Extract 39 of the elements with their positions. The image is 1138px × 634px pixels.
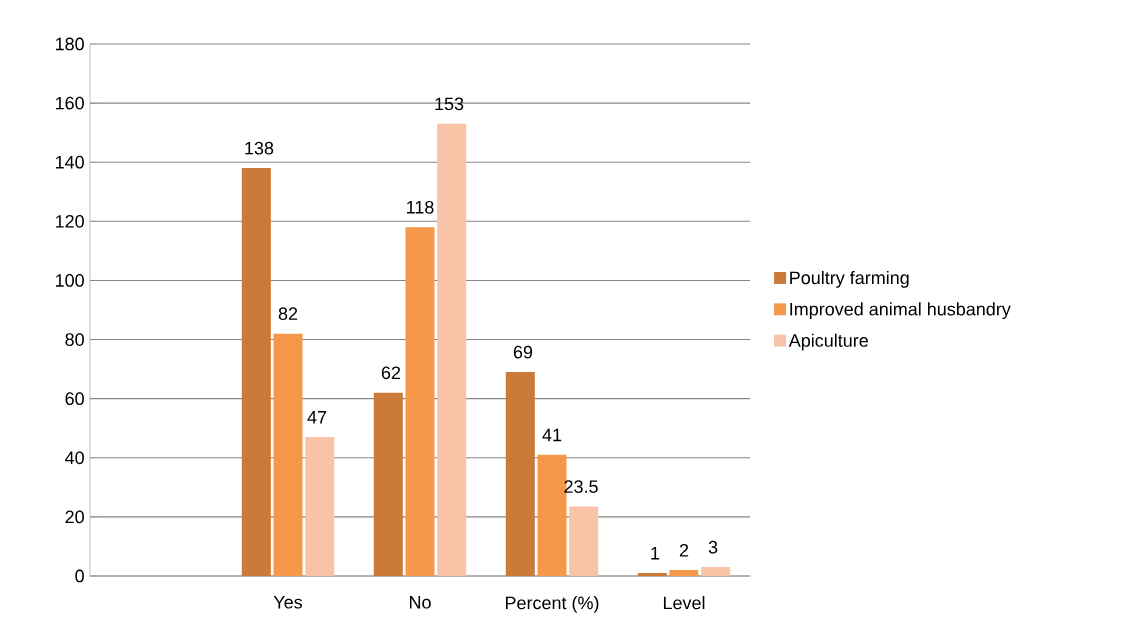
bar <box>637 573 667 576</box>
bar <box>437 123 467 576</box>
bar <box>701 567 731 576</box>
bar <box>569 506 599 576</box>
x-tick-label: No <box>409 596 431 609</box>
bar <box>373 392 403 576</box>
bar <box>405 227 435 576</box>
x-tick-label: Level <box>663 596 705 610</box>
y-tick-label: 60 <box>65 392 84 406</box>
data-label: 1 <box>651 547 660 560</box>
legend-label: Poultry farming <box>790 270 909 288</box>
y-tick-label: 0 <box>75 569 84 583</box>
data-label: 41 <box>542 428 562 442</box>
data-label: 47 <box>307 411 327 424</box>
data-label: 69 <box>513 345 533 359</box>
bar <box>505 372 535 576</box>
y-tick-label: 140 <box>55 155 84 169</box>
bar <box>273 333 303 576</box>
data-label: 82 <box>278 307 298 321</box>
data-label: 153 <box>435 97 464 111</box>
data-label: 62 <box>381 366 401 380</box>
y-tick-label: 180 <box>55 37 84 51</box>
y-tick-label: 40 <box>65 451 84 465</box>
y-tick-label: 160 <box>55 96 84 110</box>
data-label: 3 <box>708 540 718 554</box>
y-tick-label: 80 <box>65 333 84 346</box>
bar <box>241 168 271 576</box>
y-tick-label: 120 <box>55 214 84 228</box>
bar <box>305 437 335 576</box>
bar <box>669 570 699 576</box>
legend-label: Improved animal husbandry <box>790 302 1011 320</box>
legend-label: Apiculture <box>788 333 868 351</box>
data-label: 138 <box>245 141 274 155</box>
y-tick-label: 100 <box>55 274 84 287</box>
data-label: 2 <box>679 543 689 557</box>
x-tick-label: Yes <box>273 596 303 609</box>
x-tick-label: Percent (%) <box>505 596 599 613</box>
data-label: 118 <box>407 200 434 214</box>
y-tick-label: 20 <box>65 510 84 524</box>
